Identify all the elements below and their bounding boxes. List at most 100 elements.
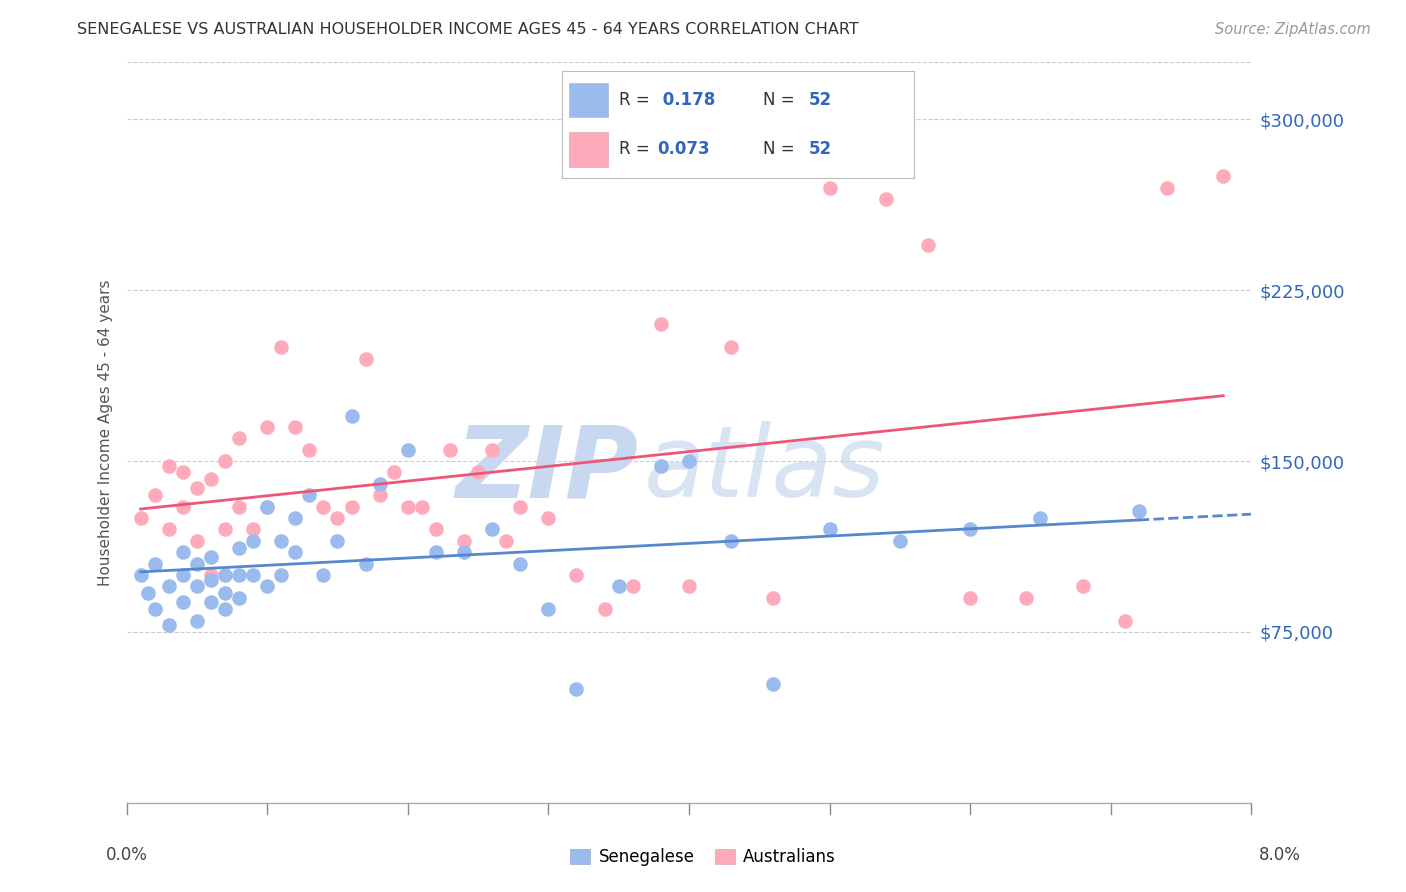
Point (186, 557, 208, 571)
Point (509, 557, 531, 571)
Point (720, 533, 742, 548)
Point (186, 579, 208, 593)
Point (284, 420, 307, 434)
Point (495, 533, 517, 548)
Point (186, 533, 208, 548)
Point (425, 523, 447, 537)
Point (284, 545, 307, 559)
Point (762, 677, 785, 691)
Point (200, 595, 222, 609)
Point (396, 500, 419, 514)
Point (200, 549, 222, 564)
Point (270, 568, 292, 582)
Point (1015, 591, 1038, 605)
Point (411, 500, 433, 514)
Point (720, 340, 742, 354)
Bar (569, 83, 607, 118)
Text: R =: R = (619, 91, 655, 109)
Point (270, 533, 292, 548)
Text: SENEGALESE VS AUSTRALIAN HOUSEHOLDER INCOME AGES 45 - 64 YEARS CORRELATION CHART: SENEGALESE VS AUSTRALIAN HOUSEHOLDER INC… (77, 22, 859, 37)
Point (368, 476, 391, 491)
Point (959, 523, 981, 537)
Point (256, 500, 278, 514)
Point (270, 340, 292, 354)
Point (537, 602, 560, 616)
Point (340, 409, 363, 423)
Text: 0.178: 0.178 (657, 91, 716, 109)
Point (678, 454, 700, 468)
Point (312, 500, 335, 514)
Text: ZIP: ZIP (456, 421, 638, 518)
Point (172, 500, 194, 514)
Point (256, 579, 278, 593)
Text: 52: 52 (808, 91, 831, 109)
Point (959, 591, 981, 605)
Y-axis label: Householder Income Ages 45 - 64 years: Householder Income Ages 45 - 64 years (97, 279, 112, 586)
Point (228, 591, 250, 605)
Point (172, 568, 194, 582)
Point (157, 618, 180, 632)
Point (889, 533, 911, 548)
Point (242, 568, 264, 582)
Point (1071, 579, 1094, 593)
Point (157, 579, 180, 593)
Point (157, 523, 180, 537)
Text: Source: ZipAtlas.com: Source: ZipAtlas.com (1215, 22, 1371, 37)
Point (1114, 614, 1136, 628)
Point (467, 466, 489, 480)
Point (621, 579, 644, 593)
Point (1128, 504, 1150, 518)
Text: R =: R = (619, 141, 655, 159)
Text: 8.0%: 8.0% (1258, 846, 1301, 863)
Point (312, 568, 335, 582)
Point (228, 568, 250, 582)
Point (228, 431, 250, 445)
Point (425, 545, 447, 559)
Point (157, 458, 180, 473)
Point (326, 533, 349, 548)
Point (481, 523, 503, 537)
Point (172, 595, 194, 609)
Point (565, 568, 588, 582)
Point (214, 523, 236, 537)
Bar (569, 132, 607, 167)
Point (1029, 511, 1052, 525)
Point (382, 466, 405, 480)
Point (129, 511, 152, 525)
Point (214, 568, 236, 582)
Point (565, 681, 588, 696)
Point (818, 180, 841, 194)
Point (875, 192, 897, 206)
Point (143, 557, 166, 571)
Text: N =: N = (762, 141, 800, 159)
Point (818, 523, 841, 537)
Point (326, 511, 349, 525)
Point (593, 602, 616, 616)
Text: 0.073: 0.073 (657, 141, 710, 159)
Point (396, 442, 419, 457)
Point (678, 579, 700, 593)
Point (200, 568, 222, 582)
Point (172, 466, 194, 480)
Point (143, 602, 166, 616)
Point (256, 500, 278, 514)
Point (298, 442, 321, 457)
Point (228, 500, 250, 514)
Point (186, 614, 208, 628)
Point (186, 482, 208, 496)
Point (453, 545, 475, 559)
Point (481, 442, 503, 457)
Point (340, 500, 363, 514)
Legend: Senegalese, Australians: Senegalese, Australians (564, 842, 842, 873)
Text: atlas: atlas (644, 421, 886, 518)
Point (607, 579, 630, 593)
Point (537, 511, 560, 525)
Point (354, 351, 377, 366)
Point (762, 591, 785, 605)
Point (453, 533, 475, 548)
Point (917, 237, 939, 252)
Text: 0.0%: 0.0% (105, 846, 148, 863)
Point (214, 602, 236, 616)
Text: 52: 52 (808, 141, 831, 159)
Point (172, 545, 194, 559)
